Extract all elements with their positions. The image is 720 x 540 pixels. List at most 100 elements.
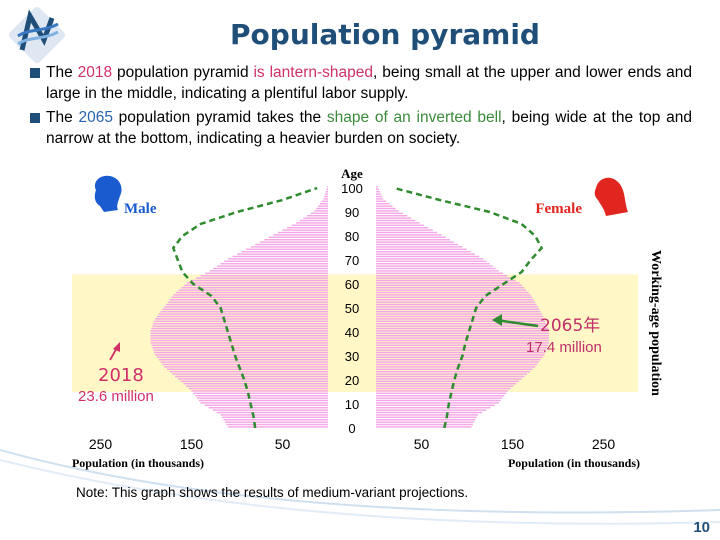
bar-2018-male (282, 229, 328, 231)
bar-2018-female (376, 227, 429, 229)
bar-2018-male (169, 371, 328, 373)
legend-female: Female (535, 201, 582, 217)
bar-2018-female (376, 294, 531, 296)
bar-2018-female (376, 397, 503, 399)
x-axis-label-left: Population (in thousands) (72, 456, 204, 470)
bar-2018-male (224, 260, 328, 263)
bar-2018-female (376, 289, 527, 291)
bar-2018-female (376, 301, 536, 303)
bar-2018-female (376, 399, 501, 402)
arrowhead-2065 (492, 314, 502, 326)
bar-2018-female (376, 236, 446, 239)
bar-2018-female (376, 347, 548, 349)
bar-2018-male (172, 373, 328, 375)
bar-2018-female (376, 229, 433, 231)
bar-2018-female (376, 337, 549, 339)
bar-2018-female (376, 277, 512, 279)
bar-2018-male (164, 366, 328, 368)
bar-2018-female (376, 363, 538, 366)
bar-2018-female (376, 246, 463, 248)
bullet-2018: The 2018 population pyramid is lantern-s… (30, 62, 692, 104)
bar-2018-male (208, 407, 328, 409)
bar-2018-male (156, 356, 328, 359)
bar-2018-male (150, 337, 328, 339)
bar-2018-female (376, 207, 396, 210)
bar-2018-male (151, 344, 328, 347)
bar-2018-female (376, 215, 408, 217)
bar-2018-female (376, 323, 547, 325)
bar-2018-female (376, 188, 379, 191)
age-tick-label: 30 (345, 349, 359, 364)
bar-2018-female (376, 258, 484, 260)
bar-2018-female (376, 284, 522, 287)
bar-2018-male (158, 313, 328, 315)
bar-2018-female (376, 354, 545, 356)
bar-2018-female (376, 186, 378, 188)
bullet-text: population pyramid takes the (112, 109, 327, 126)
bar-2018-female (376, 260, 487, 263)
bar-2018-male (209, 270, 328, 272)
bar-2018-female (376, 416, 477, 419)
arrow-2065 (495, 318, 539, 328)
bar-2018-male (150, 332, 328, 335)
bar-2018-female (376, 383, 517, 385)
population-tick-label: 250 (89, 436, 113, 452)
bar-2018-male (250, 246, 328, 248)
bar-2018-male (173, 294, 328, 296)
bar-2018-male (227, 258, 328, 260)
bar-2018-female (376, 359, 541, 361)
bar-2018-female (376, 191, 381, 193)
bar-2018-male (196, 397, 328, 399)
bar-2018-female (376, 263, 490, 265)
page-title: Population pyramid (230, 18, 540, 51)
bar-2018-male (324, 195, 328, 198)
bar-2018-female (376, 299, 534, 301)
bullet-text: , being wide at the top and narrow at th… (46, 109, 692, 147)
bar-2018-female (376, 325, 548, 327)
legend-male: Male (124, 201, 157, 217)
bullet-text: The (46, 109, 79, 126)
annotation-2018-value: 23.6 million (78, 388, 154, 405)
bullet-shape: shape of an inverted bell (326, 109, 502, 126)
bar-2018-female (376, 210, 399, 212)
bar-2018-female (376, 411, 483, 414)
bar-2018-male (152, 325, 328, 327)
bar-2018-male (196, 277, 328, 279)
bar-2018-male (150, 330, 328, 332)
female-icon (594, 177, 628, 216)
bar-2018-female (376, 414, 478, 416)
age-tick-label: 90 (345, 205, 359, 220)
age-tick-label: 10 (345, 397, 359, 412)
bar-2018-male (156, 315, 328, 318)
bar-2018-male (193, 392, 328, 395)
population-tick-label: 150 (180, 436, 204, 452)
bullet-year: 2018 (77, 64, 113, 81)
line-2065-male (171, 186, 318, 429)
bar-2018-female (376, 351, 546, 354)
bar-2018-female (376, 239, 450, 241)
bar-2018-male (160, 311, 328, 313)
bar-2018-male (204, 404, 328, 407)
bar-2018-female (376, 253, 476, 255)
bar-2018-male (166, 303, 328, 306)
bar-2018-male (216, 411, 328, 414)
bar-2018-male (319, 203, 328, 205)
bar-2018-female (376, 251, 471, 253)
footnote: Note: This graph shows the results of me… (76, 485, 469, 500)
bar-2018-female (376, 342, 549, 344)
bullet-list: The 2018 population pyramid is lantern-s… (30, 62, 692, 152)
bar-2018-female (376, 306, 538, 308)
bullet-text: , being small at the upper and lower end… (46, 64, 693, 102)
bullet-year: 2065 (78, 109, 113, 126)
working-age-label: Working-age population (648, 250, 663, 396)
line-2065-female (393, 186, 544, 429)
bar-2018-female (376, 395, 505, 397)
bar-2018-male (325, 191, 328, 193)
age-tick-label: 100 (341, 181, 363, 196)
bar-2018-female (376, 279, 516, 282)
bar-2018-female (376, 255, 480, 258)
bar-2018-female (376, 371, 530, 373)
bar-2018-male (155, 318, 328, 320)
age-axis: 0 10 20 30 40 50 60 70 80 90 100 (341, 181, 363, 436)
bar-2018-male (191, 279, 328, 282)
